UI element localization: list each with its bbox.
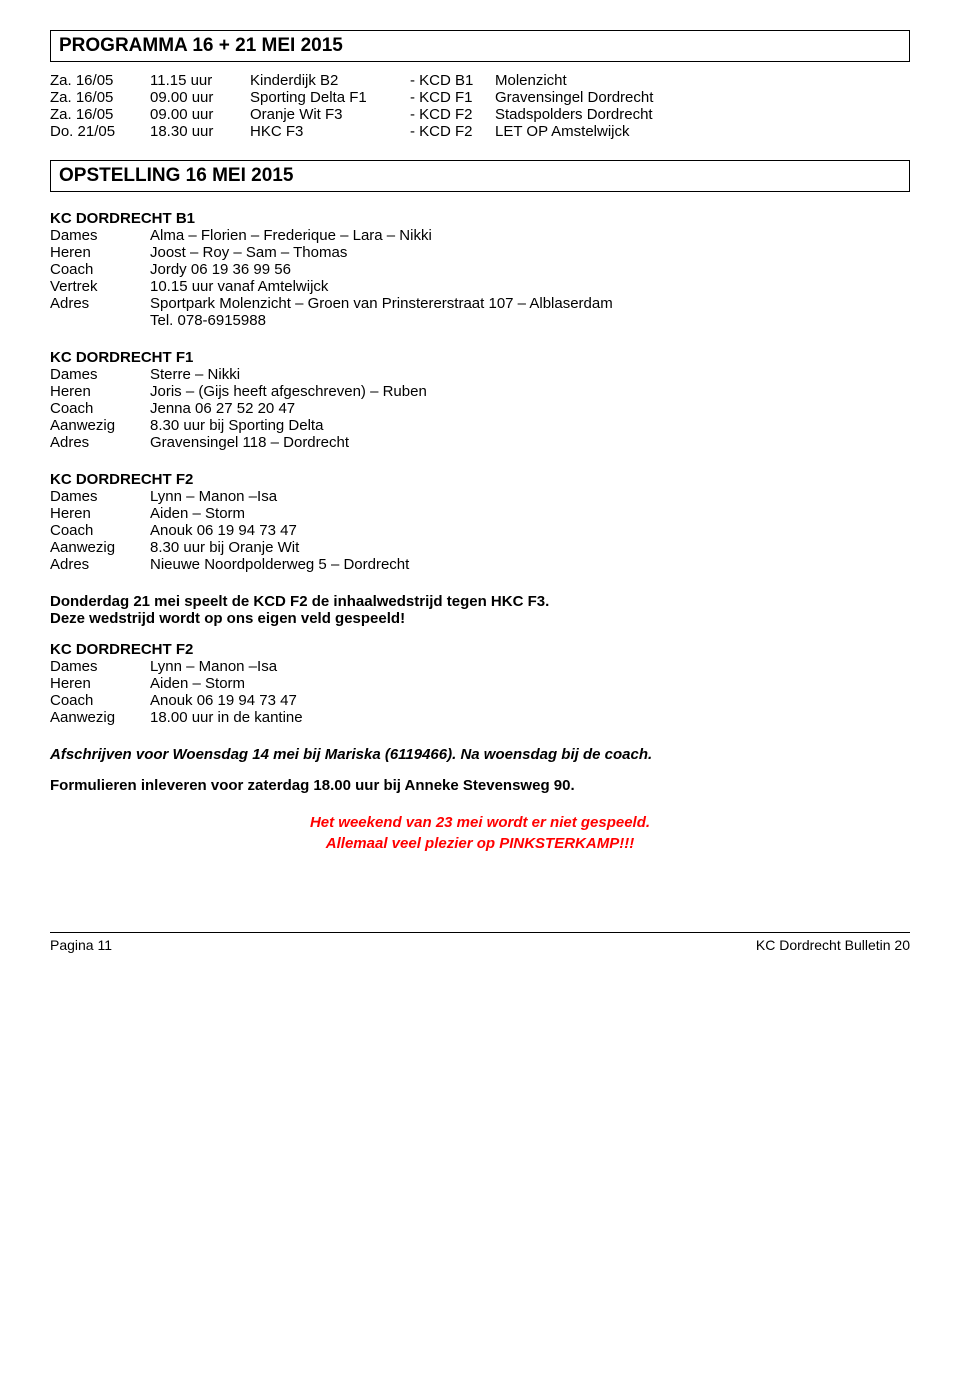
team-f1: KC DORDRECHT F1 DamesSterre – Nikki Here… xyxy=(50,349,910,451)
prog-date: Za. 16/05 xyxy=(50,106,150,123)
adres-value: Sportpark Molenzicht – Groen van Prinste… xyxy=(150,295,910,312)
prog-home: Kinderdijk B2 xyxy=(250,72,410,89)
adres-value: Gravensingel 118 – Dordrecht xyxy=(150,434,910,451)
prog-loc: Stadspolders Dordrecht xyxy=(495,106,910,123)
red-line2: Allemaal veel plezier op PINKSTERKAMP!!! xyxy=(50,835,910,852)
prog-home: Sporting Delta F1 xyxy=(250,89,410,106)
aanwezig-value: 8.30 uur bij Sporting Delta xyxy=(150,417,910,434)
opstelling-title: OPSTELLING 16 MEI 2015 xyxy=(59,165,901,187)
donderdag-note: Donderdag 21 mei speelt de KCD F2 de inh… xyxy=(50,593,910,627)
programma-row: Za. 16/05 09.00 uur Oranje Wit F3 - KCD … xyxy=(50,106,910,123)
prog-away: - KCD B1 xyxy=(410,72,495,89)
programma-title: PROGRAMMA 16 + 21 MEI 2015 xyxy=(59,35,901,57)
red-note: Het weekend van 23 mei wordt er niet ges… xyxy=(50,814,910,852)
heren-label: Heren xyxy=(50,383,150,400)
prog-loc: LET OP Amstelwijck xyxy=(495,123,910,140)
prog-home: HKC F3 xyxy=(250,123,410,140)
page-footer: Pagina 11 KC Dordrecht Bulletin 20 xyxy=(50,932,910,953)
heren-value: Joost – Roy – Sam – Thomas xyxy=(150,244,910,261)
dames-label: Dames xyxy=(50,227,150,244)
adres-value-2: Tel. 078-6915988 xyxy=(150,312,910,329)
prog-away: - KCD F1 xyxy=(410,89,495,106)
prog-loc: Gravensingel Dordrecht xyxy=(495,89,910,106)
team-f2b: KC DORDRECHT F2 DamesLynn – Manon –Isa H… xyxy=(50,641,910,726)
dames-label: Dames xyxy=(50,658,150,675)
coach-label: Coach xyxy=(50,522,150,539)
aanwezig-value: 8.30 uur bij Oranje Wit xyxy=(150,539,910,556)
programma-header-box: PROGRAMMA 16 + 21 MEI 2015 xyxy=(50,30,910,62)
heren-value: Aiden – Storm xyxy=(150,675,910,692)
prog-time: 09.00 uur xyxy=(150,89,250,106)
footer-right: KC Dordrecht Bulletin 20 xyxy=(756,937,910,953)
adres-label: Adres xyxy=(50,295,150,312)
footer-left: Pagina 11 xyxy=(50,937,112,953)
prog-date: Za. 16/05 xyxy=(50,89,150,106)
heren-label: Heren xyxy=(50,675,150,692)
coach-label: Coach xyxy=(50,400,150,417)
red-line1: Het weekend van 23 mei wordt er niet ges… xyxy=(50,814,910,831)
prog-away: - KCD F2 xyxy=(410,106,495,123)
team-title: KC DORDRECHT F2 xyxy=(50,641,910,658)
team-f2a: KC DORDRECHT F2 DamesLynn – Manon –Isa H… xyxy=(50,471,910,573)
prog-time: 11.15 uur xyxy=(150,72,250,89)
coach-value: Anouk 06 19 94 73 47 xyxy=(150,692,910,709)
dames-label: Dames xyxy=(50,366,150,383)
coach-value: Jenna 06 27 52 20 47 xyxy=(150,400,910,417)
prog-home: Oranje Wit F3 xyxy=(250,106,410,123)
vertrek-value: 10.15 uur vanaf Amtelwijck xyxy=(150,278,910,295)
aanwezig-label: Aanwezig xyxy=(50,539,150,556)
adres-label: Adres xyxy=(50,434,150,451)
adres-label: Adres xyxy=(50,556,150,573)
heren-label: Heren xyxy=(50,505,150,522)
aanwezig-label: Aanwezig xyxy=(50,709,150,726)
aanwezig-value: 18.00 uur in de kantine xyxy=(150,709,910,726)
formulieren-note: Formulieren inleveren voor zaterdag 18.0… xyxy=(50,777,910,794)
programma-row: Za. 16/05 11.15 uur Kinderdijk B2 - KCD … xyxy=(50,72,910,89)
prog-loc: Molenzicht xyxy=(495,72,910,89)
adres-value: Nieuwe Noordpolderweg 5 – Dordrecht xyxy=(150,556,910,573)
opstelling-header-box: OPSTELLING 16 MEI 2015 xyxy=(50,160,910,192)
heren-value: Joris – (Gijs heeft afgeschreven) – Rube… xyxy=(150,383,910,400)
heren-value: Aiden – Storm xyxy=(150,505,910,522)
team-title: KC DORDRECHT F2 xyxy=(50,471,910,488)
dames-value: Lynn – Manon –Isa xyxy=(150,658,910,675)
heren-label: Heren xyxy=(50,244,150,261)
coach-value: Jordy 06 19 36 99 56 xyxy=(150,261,910,278)
afschrijven-note: Afschrijven voor Woensdag 14 mei bij Mar… xyxy=(50,746,910,763)
vertrek-label: Vertrek xyxy=(50,278,150,295)
aanwezig-label: Aanwezig xyxy=(50,417,150,434)
team-title: KC DORDRECHT F1 xyxy=(50,349,910,366)
prog-date: Za. 16/05 xyxy=(50,72,150,89)
prog-away: - KCD F2 xyxy=(410,123,495,140)
prog-date: Do. 21/05 xyxy=(50,123,150,140)
programma-row: Za. 16/05 09.00 uur Sporting Delta F1 - … xyxy=(50,89,910,106)
blank-label xyxy=(50,312,150,329)
coach-value: Anouk 06 19 94 73 47 xyxy=(150,522,910,539)
dames-label: Dames xyxy=(50,488,150,505)
programma-table: Za. 16/05 11.15 uur Kinderdijk B2 - KCD … xyxy=(50,72,910,140)
dames-value: Lynn – Manon –Isa xyxy=(150,488,910,505)
team-b1: KC DORDRECHT B1 DamesAlma – Florien – Fr… xyxy=(50,210,910,329)
programma-row: Do. 21/05 18.30 uur HKC F3 - KCD F2 LET … xyxy=(50,123,910,140)
dames-value: Alma – Florien – Frederique – Lara – Nik… xyxy=(150,227,910,244)
prog-time: 18.30 uur xyxy=(150,123,250,140)
donderdag-line1: Donderdag 21 mei speelt de KCD F2 de inh… xyxy=(50,593,910,610)
team-title: KC DORDRECHT B1 xyxy=(50,210,910,227)
donderdag-line2: Deze wedstrijd wordt op ons eigen veld g… xyxy=(50,610,910,627)
dames-value: Sterre – Nikki xyxy=(150,366,910,383)
coach-label: Coach xyxy=(50,692,150,709)
prog-time: 09.00 uur xyxy=(150,106,250,123)
coach-label: Coach xyxy=(50,261,150,278)
